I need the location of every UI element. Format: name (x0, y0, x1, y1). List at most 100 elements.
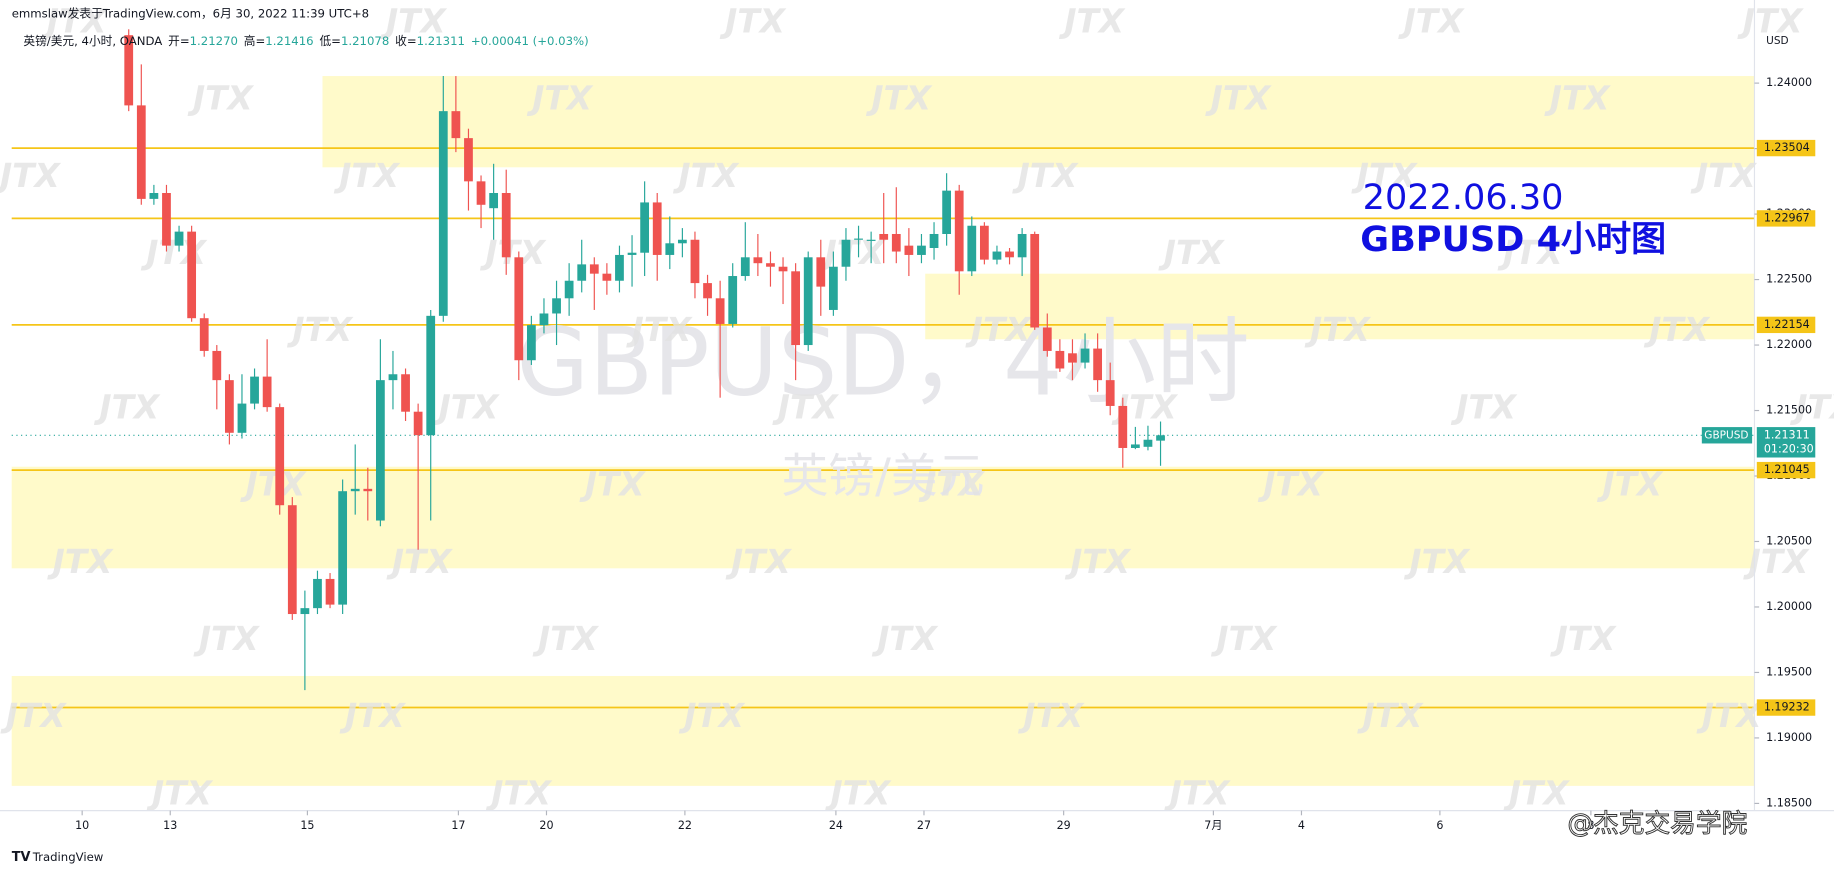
x-tick-label: 6 (1436, 819, 1443, 832)
candle-body (313, 578, 322, 609)
watermark-brand: JTX (579, 466, 647, 504)
candle-body (464, 138, 473, 182)
candle-body (967, 225, 977, 272)
watermark-brand: JTX (1544, 80, 1612, 118)
candle-body (539, 313, 549, 326)
x-tick-label: 17 (451, 819, 465, 832)
x-tick-label: 4 (1298, 819, 1305, 832)
watermark-brand: JTX (146, 774, 214, 812)
watermark-symbol: GBPUSD，4小时 (516, 308, 1249, 417)
legend-label: 收= (395, 33, 416, 47)
level-tag-label: 1.19232 (1764, 701, 1810, 714)
watermark-brand: JTX (1503, 774, 1571, 812)
level-tag (1756, 699, 1816, 716)
watermark-brand: JTX (1257, 466, 1325, 504)
watermark-brand: JTX (333, 157, 401, 195)
y-tick-label: 1.18500 (1766, 796, 1812, 809)
zone (11, 675, 1755, 786)
watermark-brand: JTX (386, 543, 454, 581)
watermark-brand: JTX (1064, 543, 1132, 581)
candle-body (275, 407, 285, 506)
legend-value: 1.21311 (417, 33, 465, 47)
legend: 英镑/美元, 4小时, OANDA 开=1.21270 高=1.21416 低=1.2… (23, 33, 588, 47)
watermark-brand: JTX (1696, 697, 1764, 735)
x-tick-label: 7月 (1204, 819, 1222, 832)
candle-body (891, 233, 901, 252)
annotation: 2022.06.30 (1363, 177, 1564, 218)
watermark-brand: JTX (1737, 2, 1805, 40)
candle-body (501, 192, 511, 258)
candle-body (1130, 444, 1140, 448)
candle-body (325, 578, 335, 605)
watermark-brand: JTX (1403, 543, 1471, 581)
candle-body (300, 608, 310, 615)
annotation: GBPUSD 4小时图 (1360, 219, 1666, 260)
level-tag (1756, 316, 1816, 334)
watermark-brand: JTX (526, 80, 594, 118)
axis-layer: 1.240001.235001.230001.225001.220001.215… (0, 0, 1834, 832)
watermark-brand: JTX (1596, 466, 1664, 504)
candle-body (728, 276, 738, 324)
candle-body (401, 374, 410, 412)
candle-body (287, 505, 297, 615)
watermark-brand: JTX (1743, 543, 1811, 581)
candle-body (1143, 439, 1153, 447)
candle-body (514, 257, 524, 361)
y-tick-label: 1.20000 (1766, 600, 1812, 613)
watermark-brand: JTX (1398, 2, 1466, 40)
candle-body (564, 280, 574, 299)
candle-body (615, 254, 624, 281)
watermark-brand: JTX (1450, 388, 1518, 426)
watermark-brand: JTX (871, 620, 939, 658)
logo-icon: TV (12, 850, 31, 865)
watermark-brand: JTX (772, 388, 840, 426)
candle-body (237, 403, 247, 433)
zone (925, 273, 1755, 340)
legend-label: 开= (168, 33, 189, 47)
watermark-brand: JTX (626, 311, 694, 349)
candle-body (589, 264, 599, 274)
x-tick-label: 27 (917, 819, 931, 832)
watermark-brand: JTX (1017, 697, 1085, 735)
watermark-brand: JTX (819, 234, 887, 272)
candle-body (338, 491, 348, 605)
watermark-brand: JTX (1789, 388, 1834, 426)
y-tick-label: 1.22000 (1766, 338, 1812, 351)
y-tick-label: 1.19500 (1766, 665, 1812, 678)
candle-body (665, 243, 675, 255)
candle-body (451, 111, 461, 139)
watermark-brand: JTX (1058, 2, 1126, 40)
legend-value: 1.21416 (265, 33, 313, 47)
watermark-brand: JTX (918, 466, 986, 504)
y-tick-label: 1.22500 (1766, 273, 1812, 286)
y-tick-label: 1.19000 (1766, 731, 1812, 744)
candle-body (1080, 348, 1090, 363)
candle-body (602, 273, 612, 281)
watermark-brand: JTX (41, 2, 109, 40)
candle-body (526, 325, 536, 361)
candle-body (1156, 435, 1165, 441)
candle-body (1005, 251, 1014, 258)
watermark-brand: JTX (672, 157, 740, 195)
watermark-brand: JTX (1164, 774, 1232, 812)
candle-body (942, 190, 952, 234)
x-tick-label: 20 (539, 819, 553, 832)
candle-body (740, 257, 750, 277)
candle-body (879, 233, 889, 240)
candle-body (1118, 405, 1128, 448)
level-tag (1756, 210, 1816, 227)
candle-body (904, 245, 914, 255)
watermark-brand: JTX (0, 157, 62, 195)
candle-body (577, 264, 587, 281)
price-tag (1756, 427, 1816, 458)
candle-body (803, 257, 813, 346)
credit: @杰克交易学院 (1567, 809, 1747, 839)
candle-body (1042, 327, 1052, 351)
candle-body (162, 192, 171, 246)
candle-body (1105, 380, 1115, 406)
candle-body (187, 231, 197, 319)
x-tick-label: 13 (163, 819, 177, 832)
zone (322, 76, 1755, 168)
